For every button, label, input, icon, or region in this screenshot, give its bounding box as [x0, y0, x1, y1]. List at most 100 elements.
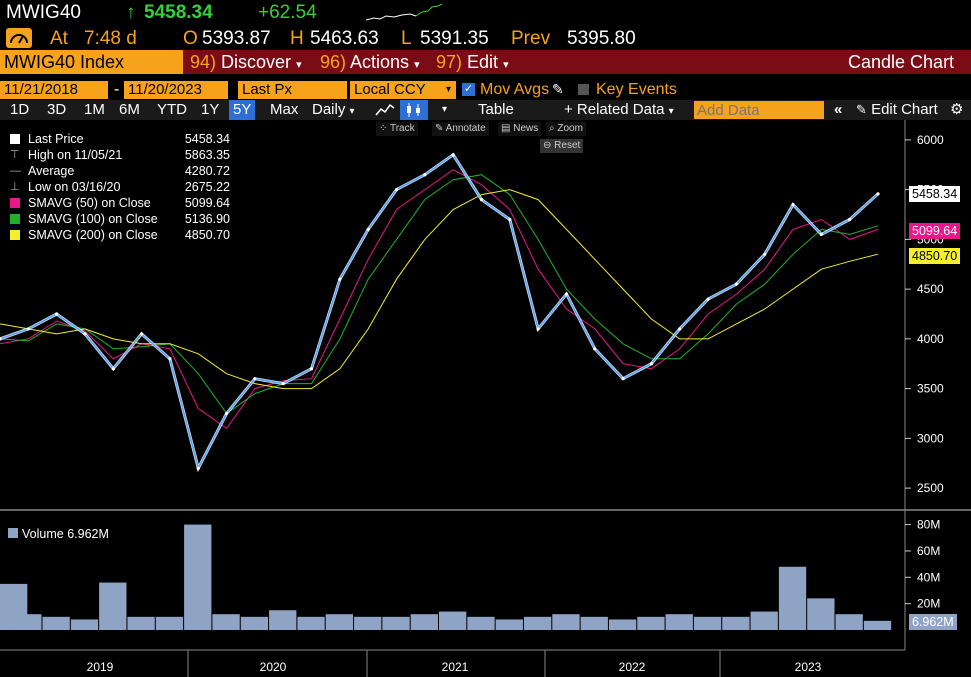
legend-value: 5863.35	[184, 148, 230, 162]
period-select[interactable]: Daily ▾	[312, 101, 355, 118]
news-tool[interactable]: ▤ News	[498, 122, 542, 136]
price-point	[621, 377, 625, 381]
volume-bar	[495, 619, 523, 630]
price-point	[55, 312, 59, 316]
ma-series-line	[0, 169, 879, 430]
volume-bar	[608, 619, 637, 630]
range-toolbar: 1D 3D 1M 6M YTD 1Y 5Y Max Daily ▾ ▾ Tabl…	[0, 100, 971, 120]
price-point	[253, 377, 257, 381]
legend-marker-icon: —	[10, 165, 21, 177]
edit-chart-button[interactable]: ✎ Edit Chart	[856, 101, 938, 118]
reset-tool[interactable]: ⊖ Reset	[540, 139, 584, 153]
actions-menu[interactable]: 96) Actions ▾	[320, 52, 420, 72]
legend-label: High on 11/05/21	[28, 148, 123, 162]
add-data-input[interactable]	[694, 101, 824, 119]
legend-row: Last Price 5458.34	[8, 131, 230, 147]
currency-select[interactable]: Local CCY	[350, 81, 453, 99]
table-button[interactable]: Table	[478, 101, 514, 118]
currency-dropdown-icon[interactable]: ▾	[446, 81, 456, 99]
discover-menu[interactable]: 94) Discover ▾	[190, 52, 302, 72]
quote-header: MWIG40 ↑ 5458.34 +62.54	[0, 0, 971, 26]
volume-swatch	[8, 528, 18, 538]
legend-label: Low on 03/16/20	[28, 180, 121, 194]
legend-marker-icon	[10, 198, 20, 208]
legend-row: ⊤ High on 11/05/21 5863.35	[8, 147, 230, 163]
annotate-tool[interactable]: ✎ Annotate	[432, 122, 489, 136]
mov-avgs-checkbox[interactable]: ✓	[462, 83, 475, 96]
legend-label: SMAVG (200) on Close	[28, 228, 158, 242]
gauge-icon[interactable]	[6, 28, 32, 48]
price-point	[593, 347, 597, 351]
volume-bar	[580, 616, 608, 630]
price-point	[451, 153, 455, 157]
volume-bar	[467, 616, 495, 630]
price-point	[366, 227, 370, 232]
legend-row: SMAVG (100) on Close 5136.90	[8, 211, 230, 227]
volume-bar	[722, 616, 750, 630]
up-arrow-icon: ↑	[126, 2, 136, 23]
range-max[interactable]: Max	[270, 101, 299, 118]
price-point	[0, 337, 2, 341]
range-1d[interactable]: 1D	[10, 101, 30, 118]
price-point	[536, 327, 540, 331]
price-point	[479, 197, 484, 202]
ticker-symbol[interactable]: MWIG40	[6, 2, 81, 23]
y-tick-label: 4500	[917, 282, 944, 296]
date-dash: -	[114, 81, 120, 98]
range-1y[interactable]: 1Y	[201, 101, 220, 118]
legend-row: ⊥ Low on 03/16/20 2675.22	[8, 179, 230, 195]
volume-tag: 6.962M	[909, 614, 957, 630]
volume-bar	[637, 616, 665, 630]
legend-marker-icon	[10, 134, 20, 144]
x-tick-label: 2023	[795, 660, 822, 674]
mov-avgs-label[interactable]: Mov Avgs	[480, 81, 550, 98]
volume-bar	[354, 616, 382, 630]
settings-gear-icon[interactable]: ⚙	[950, 101, 964, 118]
low-value: 5391.35	[420, 28, 489, 49]
field-select[interactable]: Last Px	[238, 81, 347, 99]
y-tick-label: 3000	[917, 431, 944, 445]
volume-bar	[269, 610, 297, 630]
range-ytd[interactable]: YTD	[157, 101, 187, 118]
range-6m[interactable]: 6M	[119, 101, 140, 118]
legend-label: SMAVG (50) on Close	[28, 196, 151, 210]
price-point	[763, 252, 767, 256]
price-point	[394, 188, 399, 192]
pencil-icon[interactable]: ✎	[552, 81, 564, 97]
y-tick-label: 4000	[917, 332, 944, 346]
security-field[interactable]: MWIG40 Index	[0, 50, 183, 74]
x-tick-label: 2022	[619, 660, 646, 674]
key-events-checkbox[interactable]	[578, 84, 589, 95]
key-events-label[interactable]: Key Events	[596, 81, 677, 98]
price-point	[508, 217, 512, 222]
legend-value: 5136.90	[184, 212, 230, 226]
track-tool[interactable]: ⁘ Track	[376, 122, 418, 136]
end-date-input[interactable]: 11/20/2023	[124, 81, 228, 99]
range-3d[interactable]: 3D	[47, 101, 67, 118]
price-point	[423, 173, 427, 177]
price-point	[281, 382, 285, 386]
line-chart-icon[interactable]	[374, 102, 396, 118]
zoom-tool[interactable]: ⌕ Zoom	[546, 122, 586, 136]
price-point	[26, 327, 30, 331]
price-point	[83, 332, 87, 336]
price-point	[819, 232, 823, 237]
y-tick-label: 2500	[917, 481, 944, 495]
volume-bar	[439, 611, 467, 630]
volume-bar	[750, 611, 778, 630]
start-date-input[interactable]: 11/21/2018	[0, 81, 108, 99]
collapse-icon[interactable]: «	[834, 101, 843, 118]
price-point	[848, 217, 852, 222]
edit-menu[interactable]: 97) Edit ▾	[436, 52, 509, 72]
chart-type-dropdown-icon[interactable]: ▾	[442, 104, 448, 115]
range-5y[interactable]: 5Y	[229, 100, 256, 120]
price-point	[791, 202, 795, 207]
open-label: O	[183, 28, 198, 49]
range-1m[interactable]: 1M	[84, 101, 105, 118]
legend-value: 5458.34	[184, 132, 230, 146]
candle-chart-icon[interactable]	[400, 100, 428, 120]
volume-bar	[70, 619, 99, 630]
related-data-button[interactable]: + Related Data ▾	[564, 101, 674, 118]
legend-row: SMAVG (200) on Close 4850.70	[8, 227, 230, 243]
